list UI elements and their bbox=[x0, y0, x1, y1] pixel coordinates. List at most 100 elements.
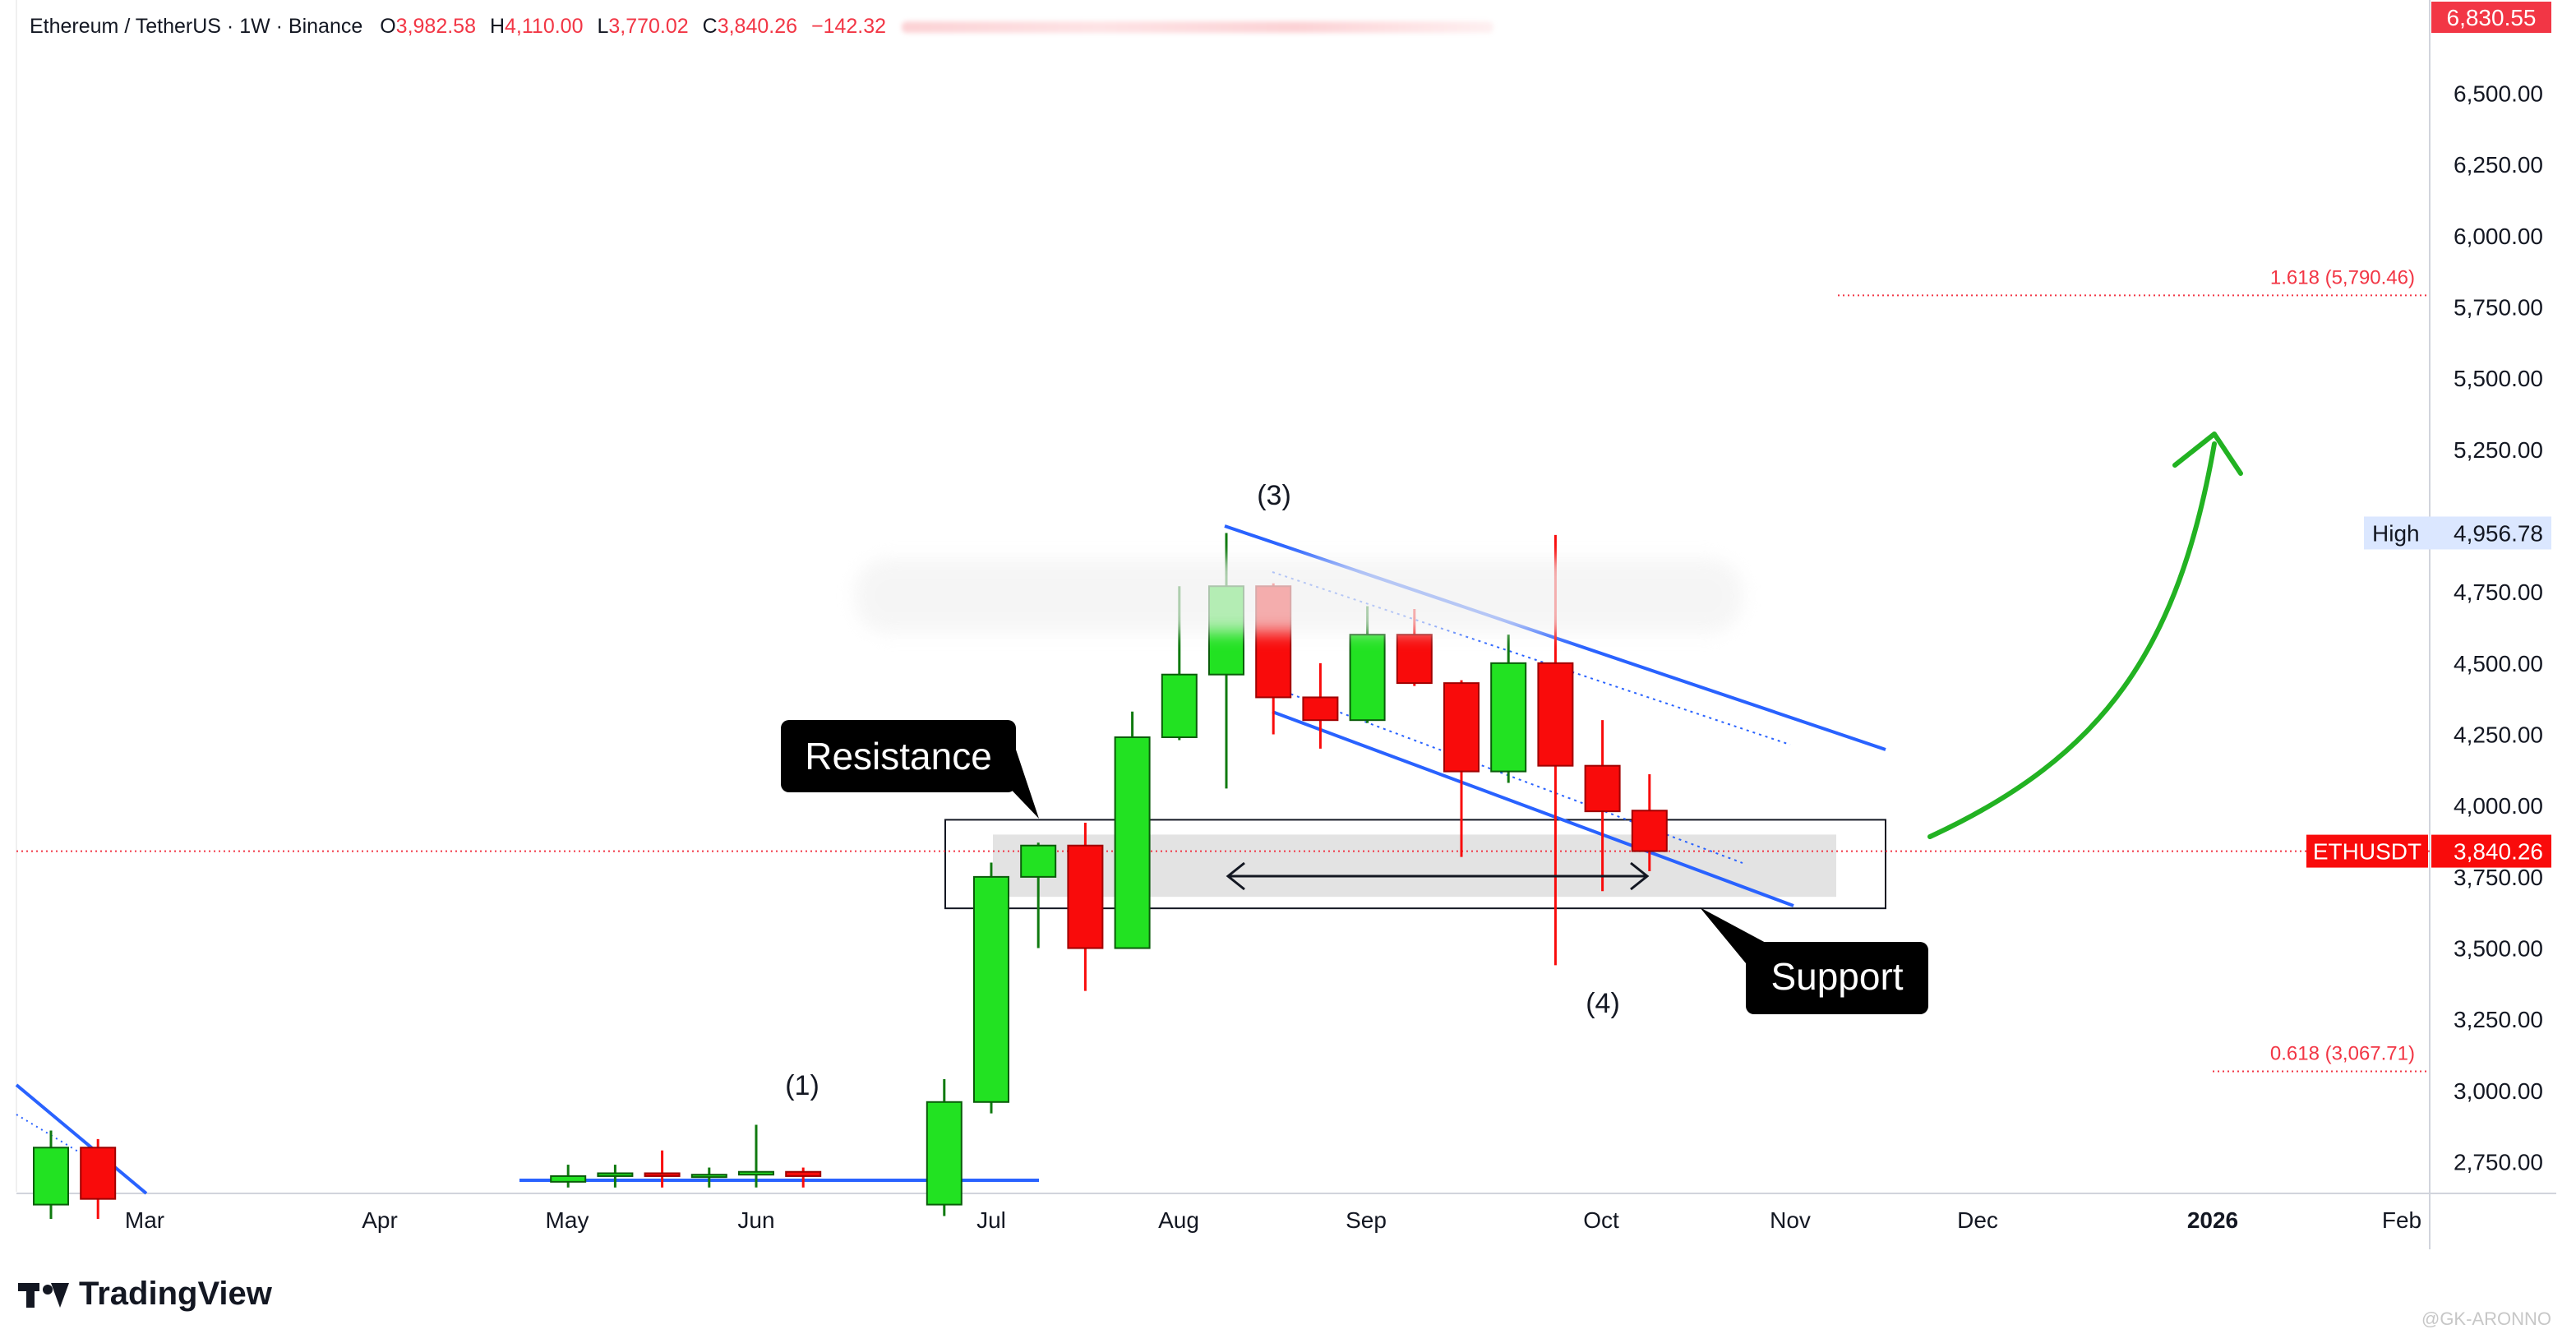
time-label-sep: Sep bbox=[1346, 1207, 1387, 1233]
time-label-mar: Mar bbox=[125, 1207, 164, 1233]
top-price-badge-text: 6,830.55 bbox=[2447, 5, 2537, 30]
candle-body bbox=[690, 1174, 727, 1179]
resistance-callout-box[interactable] bbox=[781, 720, 1016, 792]
top-price-badge[interactable] bbox=[2431, 2, 2551, 33]
price-tick-4750: 4,750.00 bbox=[2454, 579, 2543, 605]
candle-body bbox=[1161, 673, 1198, 738]
wave-3-label: (3) bbox=[1257, 480, 1291, 511]
candle-body bbox=[1396, 634, 1433, 685]
wave-4-label: (4) bbox=[1586, 988, 1620, 1019]
symbol-badge[interactable] bbox=[2306, 834, 2428, 868]
high-badge-label: High bbox=[2372, 520, 2420, 546]
price-tick-6250: 6,250.00 bbox=[2454, 152, 2543, 178]
price-tick-4500: 4,500.00 bbox=[2454, 651, 2543, 676]
high-badge-value: 4,956.78 bbox=[2454, 520, 2543, 546]
legend-close-label: C bbox=[702, 15, 718, 38]
candle-body bbox=[1584, 764, 1621, 813]
price-tick-3750: 3,750.00 bbox=[2454, 865, 2543, 890]
legend-low-value: 3,770.02 bbox=[608, 15, 689, 38]
legend-open-value: 3,982.58 bbox=[395, 15, 476, 38]
candle-2025-05-26[interactable] bbox=[690, 1167, 727, 1188]
candle-body bbox=[1067, 844, 1104, 949]
legend-header: Ethereum / TetherUS · 1W · Binance O3,98… bbox=[30, 15, 1493, 39]
candle-body bbox=[80, 1147, 117, 1200]
candle-2025-09-15[interactable] bbox=[1443, 680, 1480, 857]
candle-body bbox=[597, 1172, 634, 1177]
resistance-callout-tail bbox=[1003, 750, 1039, 819]
last-price-badge-text: 3,840.26 bbox=[2454, 839, 2543, 865]
candle-2025-06-02[interactable] bbox=[738, 1124, 774, 1188]
high-badge[interactable] bbox=[2364, 516, 2551, 550]
price-tick-3250: 3,250.00 bbox=[2454, 1007, 2543, 1032]
tradingview-name: TradingView bbox=[79, 1275, 272, 1312]
candle-body bbox=[1631, 810, 1668, 852]
support-callout-box[interactable] bbox=[1746, 942, 1928, 1014]
candle-2025-07-21[interactable] bbox=[1067, 823, 1104, 991]
candle-body bbox=[550, 1175, 587, 1183]
legend-blur bbox=[902, 21, 1493, 34]
left-trend-line[interactable] bbox=[15, 1083, 148, 1195]
channel-mid-upper-line bbox=[1272, 571, 1791, 745]
candle-body bbox=[1537, 662, 1574, 767]
time-label-apr: Apr bbox=[362, 1207, 398, 1233]
candle-2025-02-17[interactable] bbox=[33, 1130, 69, 1219]
time-label-2026: 2026 bbox=[2187, 1207, 2238, 1233]
candle-body bbox=[1020, 844, 1057, 878]
time-label-dec: Dec bbox=[1957, 1207, 1998, 1233]
author-watermark: @GK-ARONNO bbox=[2421, 1308, 2551, 1329]
tradingview-brand[interactable]: TradingView bbox=[18, 1272, 272, 1315]
candle-2025-09-22[interactable] bbox=[1490, 635, 1527, 783]
candle-2025-05-05[interactable] bbox=[550, 1165, 587, 1188]
candle-2025-09-01[interactable] bbox=[1349, 606, 1386, 723]
candle-2025-06-09[interactable] bbox=[785, 1167, 822, 1188]
resistance-label: Resistance bbox=[805, 735, 992, 778]
legend-symbol[interactable]: Ethereum / TetherUS · 1W · Binance bbox=[30, 15, 363, 38]
candle-body bbox=[1302, 696, 1339, 722]
projection-arrow[interactable] bbox=[1927, 441, 2217, 839]
candle-2025-08-04[interactable] bbox=[1161, 586, 1198, 741]
price-tick-4250: 4,250.00 bbox=[2454, 722, 2543, 748]
sr-zone-box[interactable] bbox=[944, 819, 1886, 910]
support-callout-tail bbox=[1700, 907, 1767, 963]
candle-body bbox=[1114, 736, 1151, 949]
candle-2025-07-07[interactable] bbox=[973, 862, 1009, 1114]
channel-lower-line[interactable] bbox=[1272, 710, 1794, 907]
price-tick-3500: 3,500.00 bbox=[2454, 936, 2543, 962]
fib-label-0618: 0.618 (3,067.71) bbox=[2270, 1042, 2415, 1064]
time-label-may: May bbox=[546, 1207, 589, 1233]
wave-1-label: (1) bbox=[785, 1070, 819, 1101]
candle-2025-10-13[interactable] bbox=[1631, 774, 1668, 871]
candle-2025-06-30[interactable] bbox=[926, 1079, 963, 1216]
candle-body bbox=[738, 1170, 774, 1176]
candle-2025-02-24[interactable] bbox=[80, 1138, 117, 1219]
price-tick-6500: 6,500.00 bbox=[2454, 81, 2543, 106]
chart-watermark-blur bbox=[855, 559, 1743, 633]
legend-change-value: −142.32 bbox=[810, 15, 887, 38]
candle-2025-07-14[interactable] bbox=[1020, 842, 1057, 948]
price-tick-2750: 2,750.00 bbox=[2454, 1150, 2543, 1175]
price-tick-5500: 5,500.00 bbox=[2454, 366, 2543, 391]
range-arrow-right-head bbox=[1630, 861, 1650, 891]
time-label-jul: Jul bbox=[976, 1207, 1006, 1233]
support-label: Support bbox=[1770, 955, 1903, 998]
candle-2025-05-19[interactable] bbox=[644, 1150, 681, 1188]
candle-2025-08-25[interactable] bbox=[1302, 662, 1339, 749]
candle-body bbox=[1443, 682, 1480, 773]
projection-arrow-head bbox=[2172, 432, 2243, 476]
time-label-oct: Oct bbox=[1583, 1207, 1619, 1233]
last-price-badge[interactable] bbox=[2431, 834, 2551, 868]
price-tick-6000: 6,000.00 bbox=[2454, 224, 2543, 249]
price-tick-5750: 5,750.00 bbox=[2454, 294, 2543, 320]
tradingview-logo-icon bbox=[18, 1280, 69, 1308]
candle-2025-10-06[interactable] bbox=[1584, 720, 1621, 892]
candle-body bbox=[33, 1147, 69, 1206]
candle-2025-09-08[interactable] bbox=[1396, 608, 1433, 686]
candle-body bbox=[926, 1101, 963, 1206]
range-arrow-left-head bbox=[1226, 861, 1245, 891]
candle-2025-05-12[interactable] bbox=[597, 1165, 634, 1188]
fib-label-1618: 1.618 (5,790.46) bbox=[2270, 266, 2415, 288]
candle-body bbox=[1490, 662, 1527, 773]
candle-2025-07-28[interactable] bbox=[1114, 711, 1151, 949]
legend-high-label: H bbox=[489, 15, 506, 38]
